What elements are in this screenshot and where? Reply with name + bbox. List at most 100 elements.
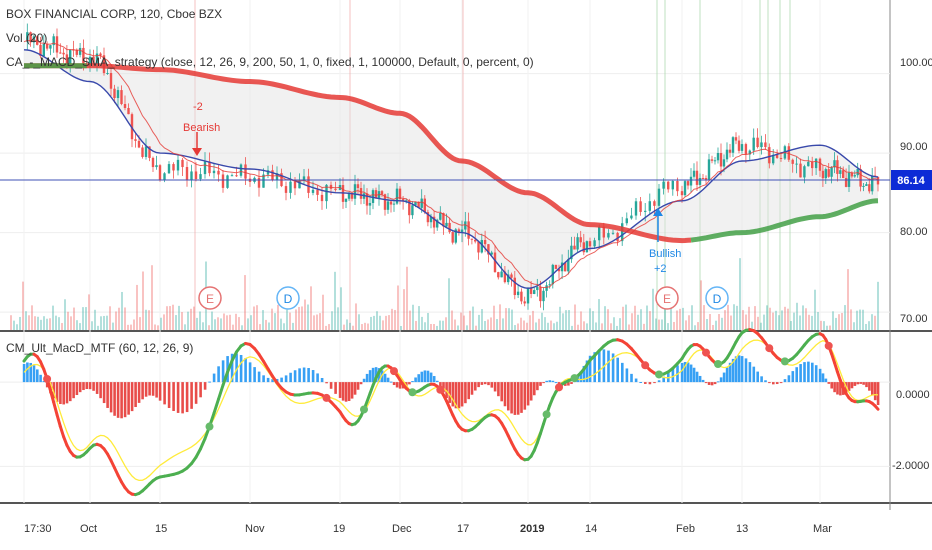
- macd-histogram-bar: [768, 382, 771, 384]
- volume-bar: [325, 325, 327, 330]
- volume-bar: [739, 258, 741, 330]
- volume-bar: [13, 320, 15, 330]
- candle-body: [611, 232, 615, 234]
- macd-histogram-bar: [289, 372, 292, 383]
- volume-bar: [772, 312, 774, 330]
- macd-histogram-bar: [775, 382, 779, 385]
- candle-body: [545, 285, 548, 291]
- candle-body: [52, 36, 55, 46]
- volume-bar: [538, 318, 540, 330]
- macd-histogram-bar: [616, 357, 619, 383]
- candle-body: [500, 271, 503, 278]
- volume-bar: [499, 304, 501, 330]
- time-tick: Oct: [80, 523, 97, 535]
- candle-body: [497, 272, 500, 278]
- candle-body: [639, 201, 642, 212]
- bearish-value: -2: [193, 101, 203, 113]
- volume-bar: [139, 317, 141, 330]
- candle-body: [493, 252, 497, 273]
- candle-body: [760, 142, 763, 148]
- ema-line: [23, 39, 879, 289]
- macd-histogram-bar: [65, 382, 69, 404]
- macd-cross-dot: [702, 348, 710, 357]
- volume-bar: [55, 315, 57, 330]
- candle-body: [235, 175, 238, 177]
- macd-cross-dot: [408, 388, 417, 397]
- candle-body: [680, 191, 684, 196]
- macd-histogram-bar: [448, 382, 451, 403]
- volume-bar: [664, 309, 666, 330]
- candle-body: [368, 202, 372, 206]
- volume-bar: [481, 309, 483, 330]
- macd-line-segment: [194, 447, 202, 459]
- event-d-2[interactable]: D: [705, 286, 729, 310]
- volume-bar: [16, 324, 18, 330]
- macd-histogram-bar: [722, 372, 726, 383]
- macd-histogram-bar: [55, 382, 59, 402]
- signal-line: [23, 339, 879, 482]
- macd-histogram-bar: [293, 370, 297, 383]
- macd-histogram-bar: [836, 382, 839, 395]
- volume-bar: [568, 310, 570, 330]
- macd-histogram-bar: [72, 382, 75, 399]
- macd-histogram-bar: [284, 375, 288, 383]
- volume-bar: [115, 311, 117, 330]
- candle-body: [163, 173, 166, 181]
- volume-bar: [466, 325, 468, 330]
- volume-bar: [19, 316, 21, 330]
- candle-body: [839, 170, 842, 174]
- candle-body: [62, 52, 65, 55]
- volume-bar: [211, 311, 213, 330]
- volume-bar: [271, 308, 273, 330]
- volume-bar: [214, 319, 216, 330]
- candle-body: [432, 216, 436, 228]
- volume-bar: [652, 288, 654, 330]
- candle-body: [725, 149, 729, 160]
- macd-histogram-bar: [248, 362, 252, 383]
- candle-body: [411, 205, 414, 216]
- macd-histogram-bar: [426, 370, 430, 383]
- macd-histogram-bar: [523, 382, 527, 410]
- price-tick-80: 80.00: [900, 226, 928, 238]
- candle-body: [579, 237, 582, 243]
- candle-body: [731, 137, 735, 153]
- volume-bar: [49, 318, 51, 330]
- event-e-2[interactable]: E: [655, 286, 679, 310]
- indicator-lines: [23, 39, 879, 290]
- macd-line-segment: [535, 432, 542, 445]
- candle-body: [704, 178, 708, 180]
- candle-body: [676, 180, 679, 192]
- macd-histogram-bar: [158, 382, 162, 401]
- volume-bar: [304, 299, 306, 330]
- macd-histogram-bar: [163, 382, 166, 405]
- volume-bar: [562, 313, 564, 330]
- candle-body: [740, 144, 744, 151]
- macd-histogram-bar: [470, 382, 474, 395]
- macd-histogram-bar: [865, 382, 868, 388]
- macd-histogram-bar: [598, 349, 601, 383]
- volume-bar: [709, 314, 711, 330]
- volume-bar: [307, 304, 309, 330]
- volume-bar: [571, 325, 573, 330]
- macd-histogram-bar: [190, 382, 193, 409]
- candle-body: [542, 290, 545, 302]
- macd-histogram-bar: [429, 372, 433, 383]
- macd-histogram-bar: [507, 382, 510, 411]
- volume-bar: [661, 319, 663, 330]
- event-d-1[interactable]: D: [276, 286, 300, 310]
- macd-histogram-bar: [493, 382, 497, 392]
- candle-body: [448, 222, 451, 233]
- volume-bar: [151, 265, 153, 330]
- volume-bar: [388, 315, 390, 330]
- volume-bar: [232, 324, 234, 330]
- event-e-1[interactable]: E: [198, 286, 222, 310]
- macd-cross-dot: [780, 357, 789, 366]
- volume-bar: [25, 311, 27, 330]
- volume-bar: [763, 314, 765, 330]
- candle-body: [474, 239, 477, 242]
- candle-body: [470, 238, 474, 240]
- volume-bar: [643, 323, 645, 330]
- candle-body: [113, 88, 116, 99]
- macd-line-segment: [217, 383, 225, 401]
- volume-bar: [649, 311, 651, 330]
